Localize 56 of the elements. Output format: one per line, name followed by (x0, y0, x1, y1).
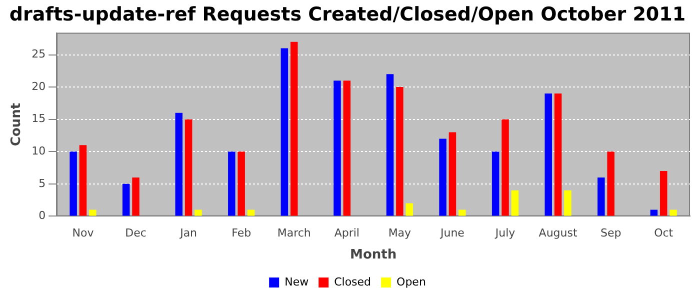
y-axis-title: Count (9, 102, 24, 146)
x-tick-label: August (538, 226, 578, 240)
bar (396, 87, 404, 216)
bar (247, 210, 255, 216)
x-tick-label: June (439, 226, 465, 240)
x-tick-label: Oct (654, 226, 674, 240)
x-tick-label: Jan (179, 226, 198, 240)
bar (511, 190, 519, 216)
x-tick-label: Nov (72, 226, 94, 240)
bar (184, 119, 192, 216)
bar (79, 145, 87, 216)
bar (448, 132, 456, 216)
x-tick-label: March (277, 226, 311, 240)
x-tick-label: Dec (125, 226, 146, 240)
bar (175, 112, 183, 216)
bar (122, 184, 130, 216)
bar (439, 138, 446, 216)
bar (280, 48, 288, 216)
bar (458, 210, 466, 216)
bar (228, 152, 236, 216)
bar (554, 94, 562, 216)
bar (334, 80, 341, 216)
bar (132, 177, 140, 216)
x-tick-label: April (334, 226, 360, 240)
x-tick-label: May (388, 226, 412, 240)
bar (70, 152, 77, 216)
bar (660, 170, 668, 216)
bar (492, 152, 500, 216)
x-tick-label: Sep (600, 226, 622, 240)
y-tick-label: 15 (32, 112, 46, 126)
legend-label: New (284, 275, 309, 288)
bar (670, 210, 677, 216)
y-tick-label: 20 (32, 80, 46, 93)
x-axis-title: Month (350, 248, 397, 263)
bar (89, 210, 96, 216)
legend-label: Closed (334, 275, 372, 288)
bar (238, 152, 245, 216)
bar (194, 210, 202, 216)
bar (406, 203, 413, 216)
y-tick-label: 25 (32, 48, 46, 61)
bar (598, 177, 605, 216)
bar (564, 190, 572, 216)
y-tick-label: 0 (38, 209, 46, 222)
x-tick-label: July (494, 226, 516, 240)
bar (343, 80, 351, 216)
bar (290, 42, 298, 216)
x-tick-label: Feb (232, 226, 252, 240)
bar (386, 74, 394, 216)
y-tick-label: 10 (32, 144, 46, 158)
bar (544, 94, 552, 216)
chart-title: drafts-update-ref Requests Created/Closed/Open October 2011 (9, 3, 686, 26)
y-tick-label: 5 (38, 176, 46, 190)
bar (502, 119, 509, 216)
legend-label: Open (396, 275, 426, 288)
bar (607, 152, 614, 216)
bar (650, 210, 658, 216)
